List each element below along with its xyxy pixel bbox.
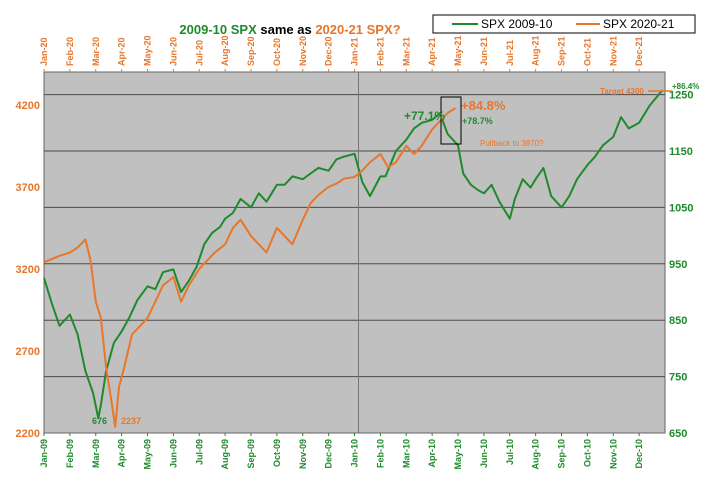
- right-tick-label: 850: [669, 315, 687, 327]
- series-layer: [43, 89, 664, 428]
- left-tick-label: 4200: [16, 100, 40, 112]
- top-tick-label: Nov-20: [298, 36, 308, 66]
- bottom-tick-label: Jun-09: [168, 439, 178, 468]
- top-tick-label: Jan-20: [39, 37, 49, 66]
- bottom-tick-label: Oct-10: [582, 439, 592, 467]
- bottom-tick-label: Sep-09: [246, 439, 256, 469]
- top-tick-label: Nov-21: [608, 36, 618, 66]
- top-tick-label: Apr-21: [427, 37, 437, 66]
- bottom-tick-label: Apr-09: [117, 439, 127, 468]
- right-tick-label: 1250: [669, 90, 693, 102]
- top-tick-label: Jun-21: [479, 37, 489, 66]
- bottom-tick-label: Feb-10: [375, 439, 385, 468]
- top-tick-label: Dec-21: [634, 36, 644, 66]
- top-tick-label: Feb-20: [65, 37, 75, 66]
- top-tick-label: Oct-21: [582, 38, 592, 66]
- top-tick-label: Jul-21: [505, 40, 515, 66]
- top-tick-label: Aug-21: [531, 35, 541, 66]
- bottom-tick-label: Oct-09: [272, 439, 282, 467]
- bottom-tick-label: Feb-09: [65, 439, 75, 468]
- top-tick-label: Dec-20: [324, 36, 334, 66]
- top-tick-label: Oct-20: [272, 38, 282, 66]
- annotation-pullback: Pullback to 3870?: [480, 139, 544, 148]
- left-tick-label: 3700: [16, 182, 40, 194]
- right-tick-label: 1050: [669, 202, 693, 214]
- bottom-tick-label: Nov-09: [298, 439, 308, 469]
- bottom-tick-label: Dec-09: [324, 439, 334, 469]
- annotation-gain-2009-b: +78.7%: [462, 116, 493, 126]
- annotation-target: Target 4300: [600, 87, 644, 96]
- series-line-spx-2020-21: [43, 107, 456, 428]
- left-tick-label: 2200: [16, 428, 40, 440]
- chart-title: 2009-10 SPX same as 2020-21 SPX?: [179, 22, 400, 37]
- right-tick-label: 1150: [669, 146, 693, 158]
- bottom-axis: Jan-09 Feb-09 Mar-09 Apr-09 May-09 Jun-09 Jul-…: [39, 433, 644, 470]
- top-tick-label: Feb-21: [375, 37, 385, 66]
- title-part-green: 2009-10 SPX: [179, 22, 257, 37]
- legend-label-orange: SPX 2020-21: [603, 17, 675, 31]
- top-tick-label: May-20: [143, 35, 153, 66]
- annotation-low-2009: 676: [92, 416, 107, 426]
- bottom-tick-label: Nov-10: [608, 439, 618, 469]
- annotation-gain-2009: +77.1%: [404, 109, 445, 123]
- top-tick-label: Jun-20: [168, 37, 178, 66]
- top-tick-label: Mar-20: [91, 37, 101, 66]
- top-tick-label: Jul-20: [194, 40, 204, 66]
- bottom-tick-label: Jul-10: [505, 439, 515, 465]
- left-axis: 2200 2700 3200 3700 4200: [16, 100, 40, 440]
- top-tick-label: Jan-21: [350, 37, 360, 66]
- legend-label-green: SPX 2009-10: [481, 17, 553, 31]
- bottom-tick-label: Jan-09: [39, 439, 49, 468]
- bottom-tick-label: Mar-10: [401, 439, 411, 468]
- annotation-gain-end: +86.4%: [672, 82, 699, 91]
- bottom-tick-label: Mar-09: [91, 439, 101, 468]
- right-axis: 650 750 850 950 1050 1150 1250: [669, 90, 693, 440]
- bottom-tick-label: Aug-10: [531, 439, 541, 470]
- annotation-low-2020: 2237: [121, 416, 141, 426]
- right-tick-label: 950: [669, 259, 687, 271]
- bottom-tick-label: Sep-10: [557, 439, 567, 469]
- bottom-tick-label: May-10: [453, 439, 463, 470]
- bottom-tick-label: Dec-10: [634, 439, 644, 469]
- top-tick-label: Aug-20: [220, 35, 230, 66]
- bottom-tick-label: May-09: [143, 439, 153, 470]
- annotation-gain-2020: +84.8%: [461, 98, 506, 113]
- bottom-tick-label: Jun-10: [479, 439, 489, 468]
- top-tick-label: Sep-21: [557, 36, 567, 66]
- top-axis: Jan-20 Feb-20 Mar-20 Apr-20 May-20 Jun-20 Jul-…: [39, 35, 644, 72]
- bottom-tick-label: Apr-10: [427, 439, 437, 468]
- bottom-tick-label: Aug-09: [220, 439, 230, 470]
- title-part-black: same as: [260, 22, 315, 37]
- left-tick-label: 3200: [16, 264, 40, 276]
- legend-box: [432, 14, 696, 34]
- top-tick-label: Apr-20: [117, 37, 127, 66]
- grid-lines: [44, 94, 665, 378]
- plot-area: [43, 71, 666, 434]
- legend: SPX 2009-10 SPX 2020-21: [432, 14, 696, 34]
- bottom-tick-label: Jan-10: [350, 439, 360, 468]
- top-tick-label: Sep-20: [246, 36, 256, 66]
- right-tick-label: 750: [669, 372, 687, 384]
- title-part-orange: 2020-21 SPX?: [315, 22, 400, 37]
- top-tick-label: May-21: [453, 35, 463, 66]
- left-tick-label: 2700: [16, 346, 40, 358]
- bottom-tick-label: Jul-09: [194, 439, 204, 465]
- top-tick-label: Mar-21: [401, 37, 411, 66]
- highlight-box: [440, 96, 462, 145]
- series-line-spx-2009-10: [43, 89, 664, 420]
- right-tick-label: 650: [669, 428, 687, 440]
